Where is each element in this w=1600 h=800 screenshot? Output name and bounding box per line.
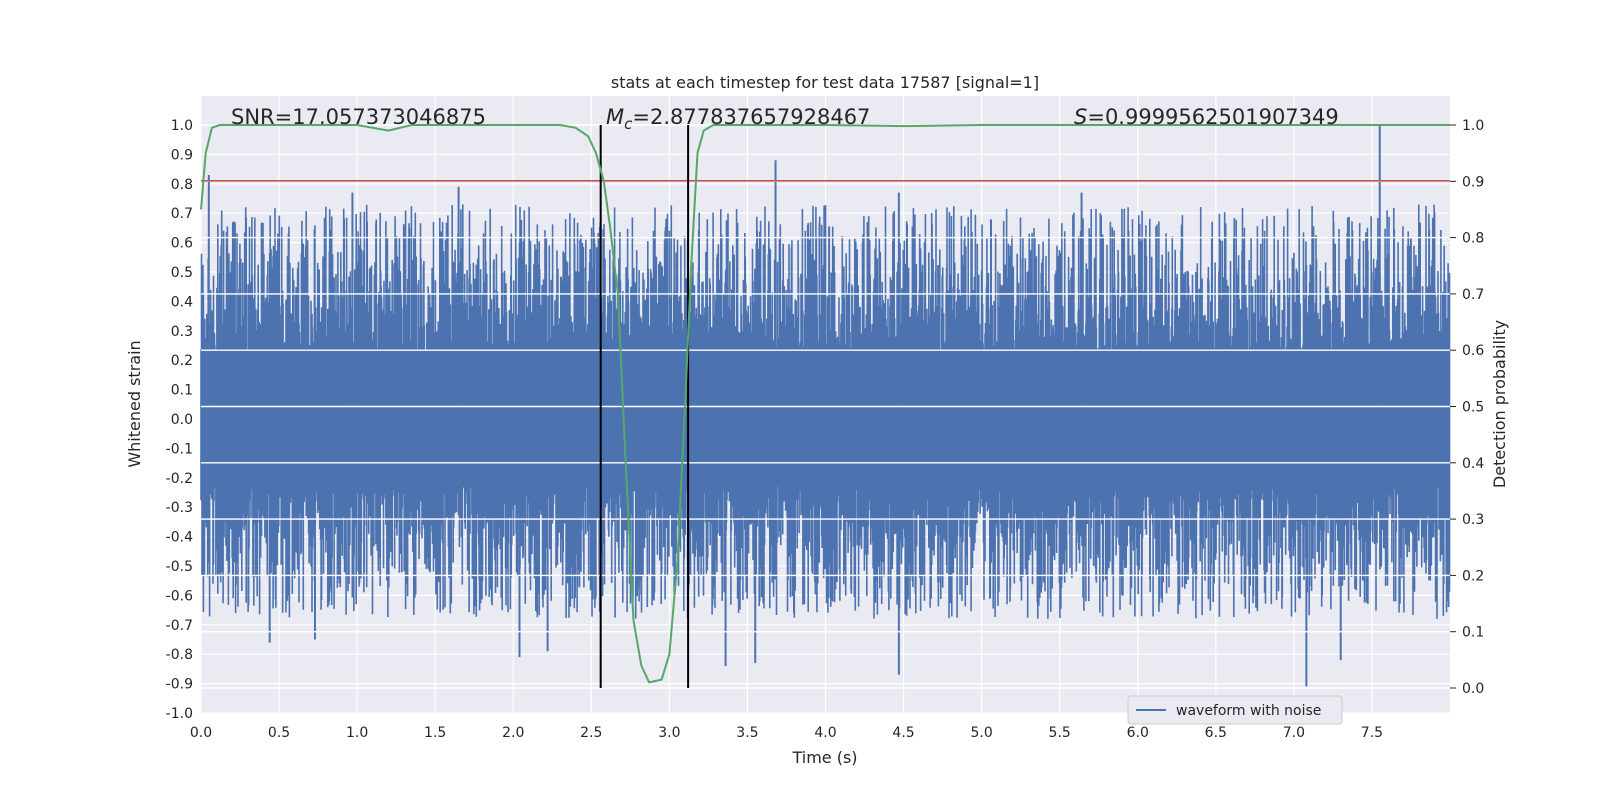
x-tick-label: 0.0 — [190, 725, 212, 741]
y-tick-label: 0.9 — [171, 147, 193, 163]
y-tick-label: -0.2 — [166, 471, 193, 487]
y-tick-label: 1.0 — [171, 118, 193, 134]
x-tick-label: 1.0 — [346, 725, 368, 741]
y-tick-label: 0.6 — [171, 236, 193, 252]
chirp-mass-value: =2.877837657928467 — [632, 105, 870, 129]
y2-tick-label: 0.9 — [1462, 174, 1484, 190]
score-symbol: S — [1074, 105, 1087, 129]
y2-tick-label: 0.2 — [1462, 568, 1484, 584]
y-tick-label: 0.8 — [171, 177, 193, 193]
y-tick-label: 0.4 — [171, 294, 193, 310]
y-tick-label: -0.4 — [166, 530, 193, 546]
y2-tick-label: 0.5 — [1462, 400, 1484, 416]
x-tick-label: 5.5 — [1049, 725, 1071, 741]
y-tick-label: -0.5 — [166, 559, 193, 575]
legend-box — [1127, 695, 1343, 725]
y-axis-label: Whitened strain — [125, 340, 144, 467]
x-tick-label: 4.0 — [814, 725, 836, 741]
y-tick-label: -0.6 — [166, 588, 193, 604]
y-tick-label: -0.3 — [166, 500, 193, 516]
y-tick-label: 0.1 — [171, 383, 193, 399]
probability-series — [200, 124, 1450, 684]
y2-tick-label: 0.0 — [1462, 681, 1484, 697]
legend-label: waveform with noise — [1176, 703, 1321, 719]
y-tick-label: -0.9 — [166, 677, 193, 693]
y2-tick-label: 1.0 — [1462, 118, 1484, 134]
y2-axis-label: Detection probability — [1490, 320, 1509, 488]
score-annotation: S=0.9999562501907349 — [1074, 105, 1339, 129]
chart-title: stats at each timestep for test data 175… — [611, 73, 1039, 92]
x-tick-label: 7.0 — [1283, 725, 1305, 741]
x-tick-label: 1.5 — [424, 725, 446, 741]
x-tick-label: 0.5 — [268, 725, 290, 741]
tick-labels: 0.0 0.5 1.0 1.5 2.0 2.5 3.0 3.5 4.0 4.5 5.0 5.5 6.0 6… — [166, 118, 1485, 741]
overlay-lines — [201, 124, 1450, 689]
x-tick-label: 3.0 — [658, 725, 680, 741]
probability-line — [200, 124, 1450, 684]
y-tick-label: -0.8 — [166, 647, 193, 663]
y2-tick-label: 0.8 — [1462, 231, 1484, 247]
y-tick-label: 0.3 — [171, 324, 193, 340]
y2-tick-label: 0.4 — [1462, 456, 1484, 472]
y-tick-label: -1.0 — [166, 706, 193, 722]
x-tick-label: 6.0 — [1127, 725, 1149, 741]
y-tick-label: 0.5 — [171, 265, 193, 281]
x-tick-label: 3.5 — [736, 725, 758, 741]
y-tick-label: -0.7 — [166, 618, 193, 634]
y-tick-label: 0.7 — [171, 206, 193, 222]
y2-tick-label: 0.6 — [1462, 343, 1484, 359]
y2-tick-label: 0.3 — [1462, 512, 1484, 528]
score-value: =0.9999562501907349 — [1087, 105, 1338, 129]
chirp-mass-annotation: Mc=2.877837657928467 — [606, 105, 870, 133]
y-tick-label: -0.1 — [166, 441, 193, 457]
chirp-mass-subscript: c — [624, 115, 633, 133]
y2-tick-label: 0.1 — [1462, 625, 1484, 641]
chirp-mass-symbol: M — [606, 105, 624, 129]
snr-annotation: SNR=17.057373046875 — [231, 105, 486, 129]
x-tick-label: 4.5 — [892, 725, 914, 741]
x-tick-label: 7.5 — [1361, 725, 1383, 741]
legend: waveform with noise — [1127, 695, 1343, 725]
x-axis-label: Time (s) — [791, 748, 857, 767]
x-tick-label: 2.5 — [580, 725, 602, 741]
y-tick-label: 0.0 — [171, 412, 193, 428]
x-tick-label: 6.5 — [1205, 725, 1227, 741]
y-tick-label: 0.2 — [171, 353, 193, 369]
waveform-core-band — [201, 351, 1450, 487]
waveform-series — [200, 125, 1451, 687]
x-tick-label: 5.0 — [970, 725, 992, 741]
x-tick-label: 2.0 — [502, 725, 524, 741]
y2-tick-label: 0.7 — [1462, 287, 1484, 303]
